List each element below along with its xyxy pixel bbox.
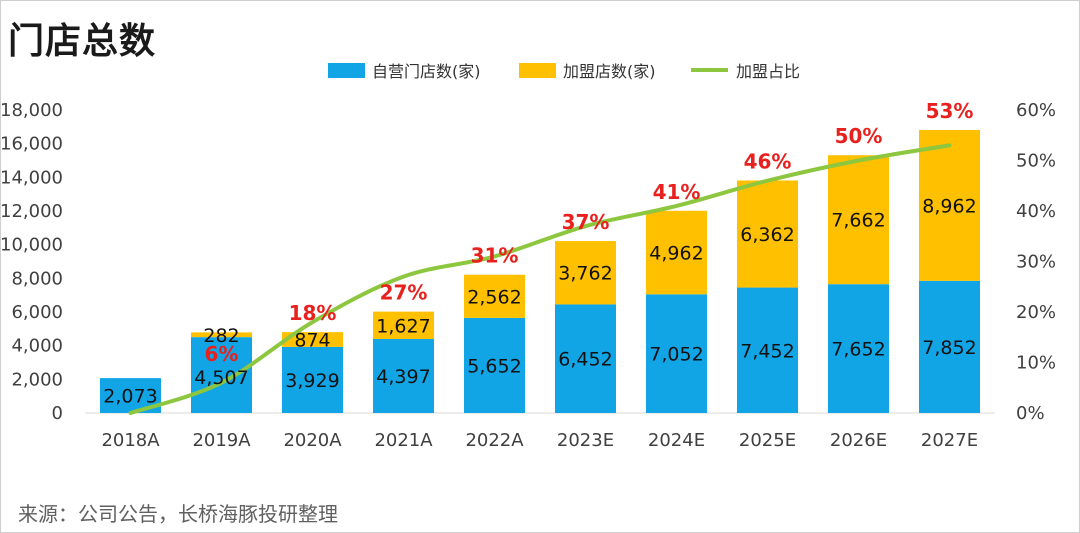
x-tick-label: 2021A bbox=[374, 430, 433, 451]
ratio-data-label: 46% bbox=[744, 149, 792, 173]
bar-label-self-operated: 5,652 bbox=[467, 355, 521, 377]
x-tick-label: 2024E bbox=[648, 430, 705, 451]
bar-self-operated bbox=[828, 284, 889, 413]
bar-label-franchise: 2,562 bbox=[467, 286, 521, 308]
bar-franchise bbox=[555, 241, 616, 305]
bar-franchise bbox=[646, 210, 707, 295]
y-left-tick-label: 16,000 bbox=[0, 134, 63, 155]
legend: 自营门店数(家) 加盟店数(家) 加盟占比 bbox=[328, 62, 800, 81]
bar-franchise bbox=[828, 155, 889, 285]
bar-label-self-operated: 7,652 bbox=[831, 339, 885, 361]
ratio-data-label: 27% bbox=[380, 281, 428, 305]
legend-label-ratio: 加盟占比 bbox=[736, 62, 800, 81]
bar-franchise bbox=[282, 332, 343, 347]
bar-label-self-operated: 4,507 bbox=[194, 367, 248, 389]
legend-swatch-self-operated bbox=[328, 63, 365, 78]
y-left-tick-label: 12,000 bbox=[0, 201, 63, 222]
bar-label-franchise: 6,362 bbox=[740, 224, 794, 246]
y-right-tick-label: 0% bbox=[1016, 403, 1045, 424]
bar-label-self-operated: 6,452 bbox=[558, 349, 612, 371]
bar-franchise bbox=[373, 311, 434, 339]
y-right-tick-label: 10% bbox=[1016, 353, 1056, 374]
legend-swatch-franchise bbox=[519, 63, 556, 78]
bar-label-self-operated: 4,397 bbox=[376, 366, 430, 388]
ratio-data-label: 31% bbox=[471, 244, 519, 268]
bar-franchise bbox=[464, 274, 525, 318]
source-note: 来源：公司公告，长桥海豚投研整理 bbox=[18, 502, 338, 526]
ratio-data-label: 37% bbox=[562, 210, 610, 234]
bar-label-franchise: 3,762 bbox=[558, 263, 612, 285]
ratio-data-label: 18% bbox=[289, 301, 337, 325]
y-left-tick-label: 14,000 bbox=[0, 167, 63, 188]
y-right-tick-label: 20% bbox=[1016, 302, 1056, 323]
bar-label-self-operated: 7,852 bbox=[922, 337, 976, 359]
bar-self-operated bbox=[191, 337, 252, 413]
bar-self-operated bbox=[646, 294, 707, 413]
ratio-data-label: 53% bbox=[926, 99, 974, 123]
bar-label-self-operated: 7,052 bbox=[649, 344, 703, 366]
legend-label-franchise: 加盟店数(家) bbox=[563, 62, 656, 81]
y-right-tick-label: 50% bbox=[1016, 151, 1056, 172]
bar-label-franchise: 282 bbox=[203, 325, 239, 347]
ratio-data-label: 50% bbox=[835, 124, 883, 148]
bar-self-operated bbox=[282, 346, 343, 413]
bar-franchise bbox=[191, 332, 252, 338]
x-tick-label: 2020A bbox=[283, 430, 342, 451]
bar-franchise bbox=[919, 129, 980, 281]
y-left-tick-label: 18,000 bbox=[0, 100, 63, 121]
x-tick-label: 2023E bbox=[557, 430, 614, 451]
x-tick-label: 2026E bbox=[830, 430, 887, 451]
x-tick-label: 2027E bbox=[921, 430, 978, 451]
y-left-tick-label: 2,000 bbox=[11, 369, 63, 390]
bar-label-self-operated: 7,452 bbox=[740, 340, 794, 362]
bar-self-operated bbox=[464, 317, 525, 413]
x-tick-label: 2025E bbox=[739, 430, 796, 451]
chart-title: 门店总数 bbox=[8, 21, 157, 62]
bar-franchise bbox=[737, 180, 798, 288]
plot-area: 0 2,000 4,000 6,000 8,000 10,000 12,000 14,000 1… bbox=[0, 99, 1056, 451]
bar-label-franchise: 1,627 bbox=[376, 315, 430, 337]
y-right-tick-label: 60% bbox=[1016, 100, 1056, 121]
bar-label-franchise: 874 bbox=[294, 330, 330, 352]
ratio-line bbox=[128, 143, 952, 415]
y-left-tick-label: 10,000 bbox=[0, 235, 63, 256]
y-left-tick-label: 4,000 bbox=[11, 336, 63, 357]
bar-self-operated bbox=[919, 280, 980, 413]
ratio-data-label: 6% bbox=[205, 342, 239, 366]
bar-self-operated bbox=[555, 304, 616, 413]
bar-label-franchise: 8,962 bbox=[922, 195, 976, 217]
ratio-data-label: 41% bbox=[653, 180, 701, 204]
x-tick-label: 2018A bbox=[101, 430, 160, 451]
y-right-tick-label: 30% bbox=[1016, 252, 1056, 273]
y-right-tick-label: 40% bbox=[1016, 201, 1056, 222]
y-left-tick-label: 8,000 bbox=[11, 268, 63, 289]
x-tick-label: 2022A bbox=[465, 430, 524, 451]
bar-label-franchise: 4,962 bbox=[649, 243, 703, 265]
y-left-tick-label: 6,000 bbox=[11, 302, 63, 323]
y-left-tick-label: 0 bbox=[52, 403, 63, 424]
bar-label-self-operated: 2,073 bbox=[103, 386, 157, 408]
bar-label-franchise: 7,662 bbox=[831, 210, 885, 232]
bar-label-self-operated: 3,929 bbox=[285, 370, 339, 392]
x-tick-label: 2019A bbox=[192, 430, 251, 451]
bar-self-operated bbox=[373, 338, 434, 413]
legend-label-self-operated: 自营门店数(家) bbox=[372, 62, 481, 81]
bar-self-operated bbox=[737, 287, 798, 413]
